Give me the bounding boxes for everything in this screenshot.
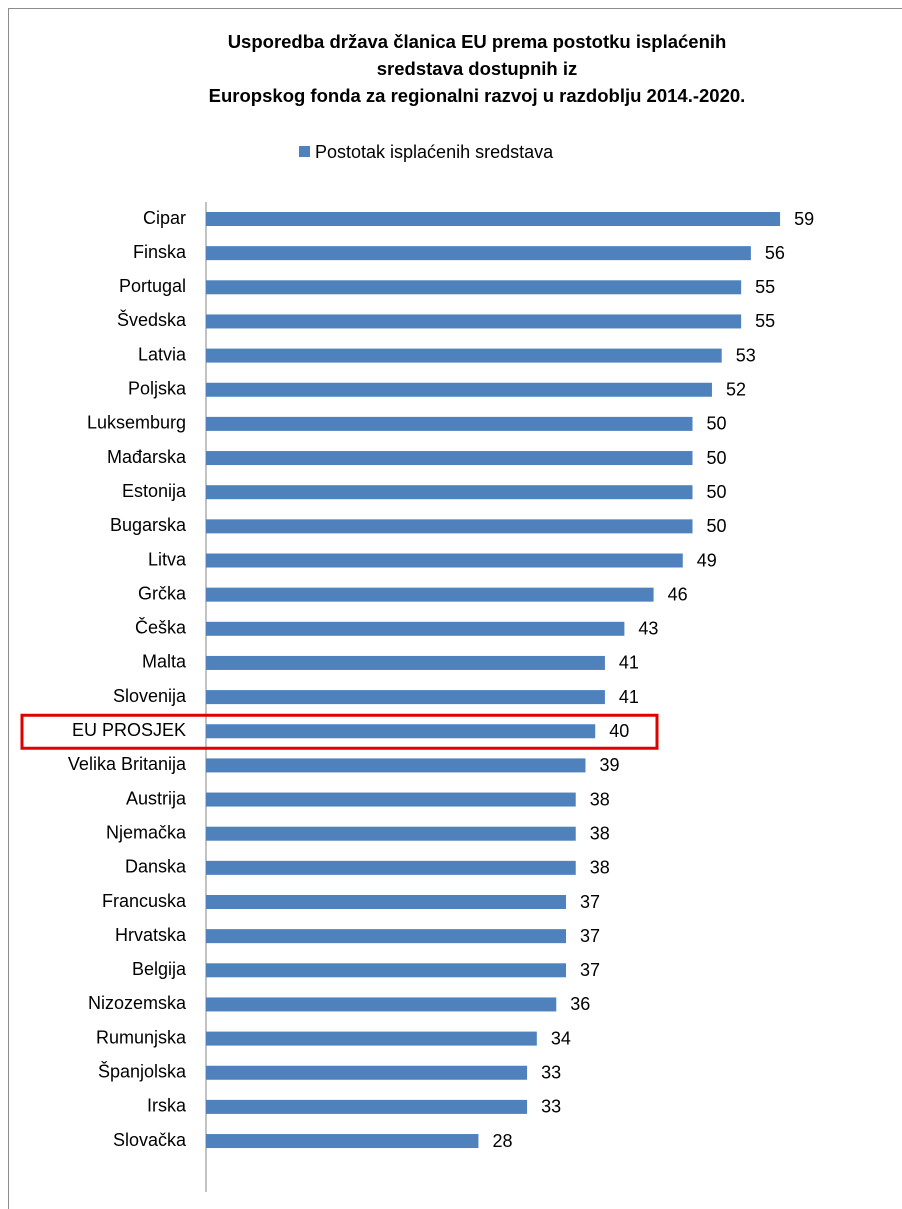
bar bbox=[206, 895, 567, 909]
bar bbox=[206, 690, 605, 705]
y-tick-label: Nizozemska bbox=[88, 993, 187, 1013]
bar bbox=[206, 246, 751, 261]
data-label: 37 bbox=[580, 926, 600, 946]
data-label: 43 bbox=[638, 619, 658, 639]
y-tick-label: Slovačka bbox=[113, 1130, 187, 1150]
bar bbox=[206, 587, 654, 602]
data-label: 41 bbox=[619, 687, 639, 707]
data-label: 49 bbox=[697, 550, 717, 570]
data-label: 37 bbox=[580, 892, 600, 912]
bar bbox=[206, 382, 712, 397]
bar bbox=[206, 826, 576, 841]
y-tick-label: Malta bbox=[142, 652, 187, 672]
y-tick-label: Cipar bbox=[143, 208, 186, 228]
data-label: 53 bbox=[736, 345, 756, 365]
chart-title: sredstava dostupnih iz bbox=[377, 58, 577, 79]
data-label: 39 bbox=[599, 755, 619, 775]
y-tick-label: EU PROSJEK bbox=[72, 720, 186, 740]
data-label: 28 bbox=[492, 1131, 512, 1151]
data-label: 33 bbox=[541, 1063, 561, 1083]
chart-title: Usporedba država članica EU prema postot… bbox=[228, 31, 727, 52]
y-tick-label: Danska bbox=[125, 857, 187, 877]
y-tick-label: Slovenija bbox=[113, 686, 187, 706]
bar bbox=[206, 724, 596, 739]
chart-title: Europskog fonda za regionalni razvoj u r… bbox=[209, 85, 746, 106]
data-label: 50 bbox=[707, 414, 727, 434]
data-label: 38 bbox=[590, 823, 610, 843]
data-label: 55 bbox=[755, 277, 775, 297]
bar bbox=[206, 519, 693, 534]
y-tick-label: Finska bbox=[133, 242, 187, 262]
bar bbox=[206, 1031, 537, 1046]
y-tick-label: Španjolska bbox=[98, 1061, 187, 1082]
y-tick-label: Mađarska bbox=[107, 447, 187, 467]
bar bbox=[206, 553, 683, 568]
y-tick-label: Estonija bbox=[122, 481, 187, 501]
data-label: 56 bbox=[765, 243, 785, 263]
y-tick-label: Litva bbox=[148, 549, 187, 569]
y-tick-label: Češka bbox=[135, 617, 187, 638]
bar bbox=[206, 1099, 528, 1114]
bar bbox=[206, 485, 693, 500]
data-label: 55 bbox=[755, 311, 775, 331]
bar bbox=[206, 860, 576, 875]
y-tick-label: Belgija bbox=[132, 959, 187, 979]
data-label: 38 bbox=[590, 789, 610, 809]
bar bbox=[206, 314, 742, 329]
y-tick-label: Francuska bbox=[102, 891, 187, 911]
bar bbox=[206, 451, 693, 466]
bar bbox=[206, 997, 557, 1012]
y-tick-label: Latvia bbox=[138, 344, 187, 364]
data-label: 50 bbox=[707, 516, 727, 536]
chart-border bbox=[8, 8, 902, 1209]
bar bbox=[206, 621, 625, 636]
bar bbox=[206, 963, 567, 978]
y-tick-label: Portugal bbox=[119, 276, 186, 296]
bar bbox=[206, 655, 605, 670]
y-tick-label: Irska bbox=[147, 1096, 187, 1116]
data-label: 34 bbox=[551, 1028, 571, 1048]
data-label: 38 bbox=[590, 858, 610, 878]
data-label: 41 bbox=[619, 653, 639, 673]
data-label: 37 bbox=[580, 960, 600, 980]
bar bbox=[206, 929, 567, 944]
y-tick-label: Grčka bbox=[138, 583, 187, 603]
data-label: 46 bbox=[668, 584, 688, 604]
data-label: 40 bbox=[609, 721, 629, 741]
y-tick-label: Poljska bbox=[128, 379, 187, 399]
legend-label: Postotak isplaćenih sredstava bbox=[315, 142, 554, 162]
bar bbox=[206, 280, 742, 295]
data-label: 33 bbox=[541, 1097, 561, 1117]
y-tick-label: Švedska bbox=[117, 309, 187, 330]
data-label: 50 bbox=[707, 482, 727, 502]
bar bbox=[206, 212, 781, 226]
y-tick-label: Njemačka bbox=[106, 822, 187, 842]
y-tick-label: Luksemburg bbox=[87, 413, 186, 433]
y-tick-label: Rumunjska bbox=[96, 1027, 187, 1047]
bar bbox=[206, 416, 693, 431]
data-label: 52 bbox=[726, 380, 746, 400]
y-tick-label: Austrija bbox=[126, 788, 187, 808]
data-label: 59 bbox=[794, 209, 814, 229]
bar bbox=[206, 1065, 528, 1080]
bar bbox=[206, 792, 576, 807]
bar bbox=[206, 758, 586, 773]
data-label: 50 bbox=[707, 448, 727, 468]
legend-swatch bbox=[299, 146, 310, 157]
highlight-box bbox=[20, 713, 659, 750]
bar bbox=[206, 348, 722, 363]
y-tick-label: Bugarska bbox=[110, 515, 187, 535]
y-tick-label: Hrvatska bbox=[115, 925, 187, 945]
y-tick-label: Velika Britanija bbox=[68, 754, 187, 774]
data-label: 36 bbox=[570, 994, 590, 1014]
bar bbox=[206, 1134, 479, 1149]
